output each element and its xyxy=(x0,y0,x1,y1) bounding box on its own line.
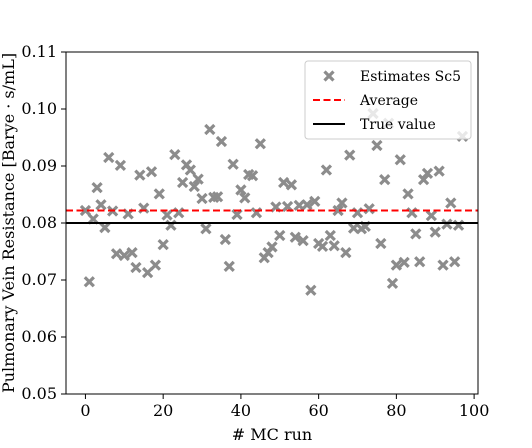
scatter-point xyxy=(91,182,103,194)
scatter-point xyxy=(386,277,399,290)
scatter-point xyxy=(130,261,142,274)
x-tick-label: 60 xyxy=(308,401,328,420)
scatter-point xyxy=(301,199,313,211)
y-tick-label: 0.08 xyxy=(21,213,57,232)
scatter-point xyxy=(184,164,197,176)
scatter-point xyxy=(188,180,200,193)
x-tick-label: 40 xyxy=(231,401,251,420)
scatter-point xyxy=(254,138,266,150)
scatter-point xyxy=(316,240,329,253)
scatter-point xyxy=(99,221,111,234)
scatter-point xyxy=(114,159,127,172)
scatter-point xyxy=(433,165,445,177)
scatter-point xyxy=(297,235,309,247)
scatter-point xyxy=(332,204,344,217)
scatter-point xyxy=(196,192,208,205)
scatter-point xyxy=(246,170,259,182)
scatter-point xyxy=(118,249,130,262)
scatter-point xyxy=(344,149,356,161)
scatter-point xyxy=(204,123,216,136)
y-tick-label: 0.09 xyxy=(21,156,57,175)
scatter-point xyxy=(169,148,181,161)
scatter-point xyxy=(414,256,426,268)
scatter-point xyxy=(176,176,189,189)
scatter-point xyxy=(149,259,162,271)
y-tick-label: 0.05 xyxy=(21,384,57,403)
scatter-point xyxy=(363,203,375,215)
scatter-point xyxy=(227,158,239,170)
x-axis-label: # MC run xyxy=(232,425,312,443)
legend-label: True value xyxy=(360,117,436,133)
scatter-point xyxy=(425,209,437,222)
y-tick-label: 0.10 xyxy=(21,99,57,118)
scatter-point xyxy=(126,247,138,259)
scatter-point xyxy=(449,256,461,268)
reference-lines xyxy=(66,209,478,224)
y-axis-ticks: 0.05 0.06 0.07 0.08 0.09 0.10 0.11 xyxy=(21,42,66,403)
scatter-point xyxy=(410,228,422,240)
scatter-point xyxy=(437,259,449,271)
scatter-point xyxy=(402,188,414,200)
legend-box xyxy=(304,60,472,140)
scatter-point xyxy=(110,248,123,260)
y-tick-label: 0.07 xyxy=(21,270,57,289)
scatter-point xyxy=(445,197,457,209)
scatter-point xyxy=(336,197,348,209)
y-axis-label: Pulmonary Vein Resistance [Barye · s/mL] xyxy=(0,53,18,393)
scatter-point xyxy=(83,276,95,288)
scatter-point xyxy=(324,229,336,242)
scatter-point xyxy=(398,256,410,268)
scatter-point xyxy=(394,154,406,166)
scatter-point xyxy=(285,179,298,191)
scatter-point xyxy=(375,237,387,250)
scatter-point xyxy=(215,135,228,148)
scatter-point xyxy=(219,233,231,246)
legend-label: Estimates Sc5 xyxy=(360,69,461,85)
y-tick-label: 0.11 xyxy=(21,42,57,61)
x-axis-ticks: 0 20 40 60 80 100 xyxy=(80,394,489,420)
scatter-point xyxy=(157,239,169,251)
legend-marker-estimates xyxy=(323,70,335,82)
scatter-point xyxy=(340,247,352,259)
scatter-point xyxy=(235,184,247,196)
scatter-point xyxy=(141,266,154,279)
scatter-point xyxy=(390,259,403,271)
scatter-point xyxy=(429,226,441,238)
scatter-point xyxy=(309,195,321,207)
scatter-point xyxy=(239,192,251,204)
legend-label: Average xyxy=(359,93,418,109)
scatter-point xyxy=(441,218,453,230)
legend: Estimates Sc5 Average True value xyxy=(304,60,472,140)
scatter-point xyxy=(192,173,204,185)
scatter-point xyxy=(379,174,391,186)
scatter-point xyxy=(417,174,430,186)
scatter-point xyxy=(145,166,158,178)
x-tick-label: 100 xyxy=(459,401,490,420)
x-tick-label: 0 xyxy=(80,401,90,420)
scatter-point xyxy=(153,188,165,200)
scatter-point xyxy=(289,231,301,243)
x-tick-label: 20 xyxy=(153,401,173,420)
scatter-point xyxy=(421,167,434,180)
x-tick-label: 80 xyxy=(386,401,406,420)
scatter-point xyxy=(211,191,224,203)
scatter-point xyxy=(134,169,146,181)
scatter-point xyxy=(103,151,115,164)
scatter-point xyxy=(305,284,317,296)
scatter-point xyxy=(274,229,286,242)
y-tick-label: 0.06 xyxy=(21,327,57,346)
scatter-point xyxy=(79,204,92,217)
scatter-point xyxy=(223,260,235,272)
scatter-point xyxy=(95,199,107,211)
scatter-point xyxy=(266,241,278,253)
scatter-point xyxy=(328,240,340,252)
scatter-point xyxy=(320,164,333,176)
scatter-point xyxy=(371,139,383,152)
scatter-point xyxy=(200,223,212,235)
scatter-point xyxy=(278,176,290,189)
scatter-point xyxy=(161,209,173,221)
